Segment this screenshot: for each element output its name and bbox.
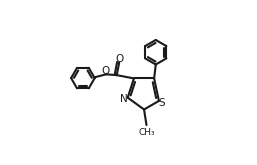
- Text: S: S: [159, 98, 165, 108]
- Text: O: O: [102, 66, 110, 76]
- Text: N: N: [121, 94, 128, 104]
- Text: CH₃: CH₃: [138, 128, 155, 137]
- Text: O: O: [115, 54, 123, 64]
